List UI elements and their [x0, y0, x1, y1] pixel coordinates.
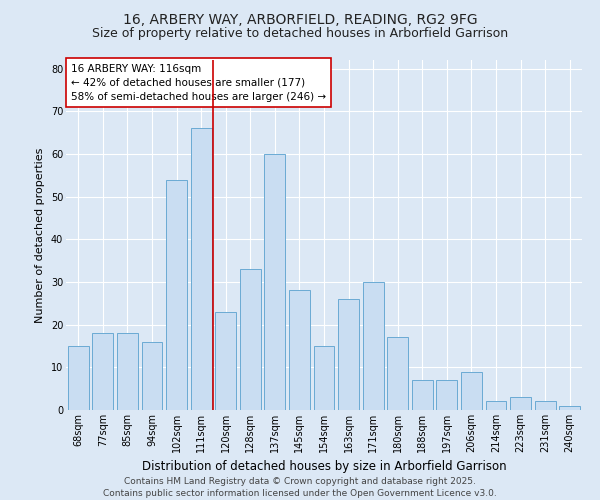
Bar: [535, 402, 556, 410]
Bar: [559, 406, 580, 410]
Bar: [117, 333, 138, 410]
Bar: [166, 180, 187, 410]
Bar: [240, 269, 261, 410]
Text: Size of property relative to detached houses in Arborfield Garrison: Size of property relative to detached ho…: [92, 28, 508, 40]
Text: Contains HM Land Registry data © Crown copyright and database right 2025.
Contai: Contains HM Land Registry data © Crown c…: [103, 476, 497, 498]
X-axis label: Distribution of detached houses by size in Arborfield Garrison: Distribution of detached houses by size …: [142, 460, 506, 473]
Bar: [485, 402, 506, 410]
Bar: [191, 128, 212, 410]
Bar: [436, 380, 457, 410]
Bar: [362, 282, 383, 410]
Bar: [142, 342, 163, 410]
Bar: [510, 397, 531, 410]
Bar: [289, 290, 310, 410]
Bar: [314, 346, 334, 410]
Bar: [338, 299, 359, 410]
Bar: [412, 380, 433, 410]
Bar: [265, 154, 286, 410]
Bar: [92, 333, 113, 410]
Bar: [461, 372, 482, 410]
Text: 16, ARBERY WAY, ARBORFIELD, READING, RG2 9FG: 16, ARBERY WAY, ARBORFIELD, READING, RG2…: [122, 12, 478, 26]
Bar: [215, 312, 236, 410]
Y-axis label: Number of detached properties: Number of detached properties: [35, 148, 45, 322]
Bar: [68, 346, 89, 410]
Bar: [387, 338, 408, 410]
Text: 16 ARBERY WAY: 116sqm
← 42% of detached houses are smaller (177)
58% of semi-det: 16 ARBERY WAY: 116sqm ← 42% of detached …: [71, 64, 326, 102]
